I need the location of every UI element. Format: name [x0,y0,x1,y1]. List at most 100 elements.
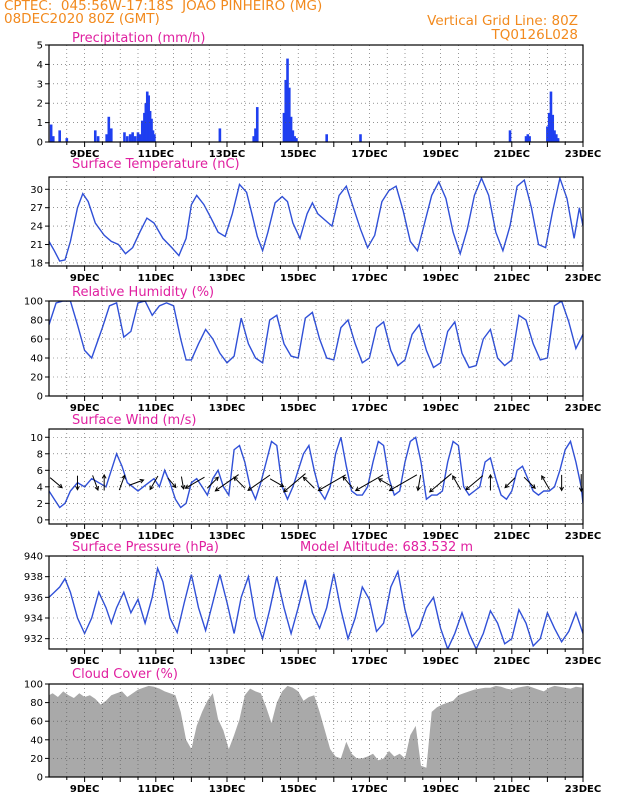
x-tick-label: 15DEC [280,531,316,542]
precip-bar [547,112,551,142]
series-line [49,436,583,509]
x-tick-label: 9DEC [70,784,99,795]
wind-arrow-shaft [417,474,422,491]
x-tick-label: 17DEC [351,531,387,542]
wind-arrow-head [282,487,288,493]
wind-arrow-head [541,475,546,480]
precip-bar [218,128,222,142]
x-tick-label: 21DEC [494,273,530,284]
wind-arrow-shaft [342,476,354,489]
data-layer [49,177,583,262]
x-tick-label: 9DEC [70,656,99,667]
wind-arrow-shaft [389,474,418,492]
x-tick-label: 17DEC [351,149,387,160]
y-tick-label: 5 [37,41,43,52]
wind-arrow-shaft [269,478,284,488]
precip-bar [526,134,530,142]
wind-arrow-shaft [118,475,126,491]
precip-bar [133,136,137,142]
precip-bar [546,126,549,142]
precip-bar [359,134,362,142]
precip-bar [553,130,556,142]
precip-bar [555,134,558,142]
y-tick-label: 0 [37,515,43,526]
wind-arrow-shaft [504,477,516,488]
wind-arrow-head [101,473,107,479]
x-tick-label: 13DEC [209,403,245,414]
wind-arrow-head [302,476,308,482]
x-tick-label: 11DEC [138,149,174,160]
x-tick-label: 19DEC [422,403,458,414]
cloud-cover-area [49,685,583,777]
precip-bar [325,134,328,142]
grid-layer [49,45,583,142]
x-tick-label: 21DEC [494,784,530,795]
precip-bar [93,130,97,142]
x-tick-label: 17DEC [351,656,387,667]
x-tick-label: 15DEC [280,403,316,414]
wind-arrow-shaft [283,473,306,493]
x-tick-label: 9DEC [70,531,99,542]
y-tick-label: 4 [37,482,43,493]
cloud-cover-title: Cloud Cover (%) [72,667,178,682]
y-tick-label: 100 [24,297,43,308]
precip-bar [96,136,100,142]
precip-bar [151,130,155,142]
x-tick-label: 11DEC [138,656,174,667]
wind-arrow-head [121,474,126,480]
precip-bar [58,130,61,142]
wind-arrow-head [317,486,323,492]
wind-arrow-head [171,483,177,489]
x-tick-label: 11DEC [138,531,174,542]
wind-arrow-head [488,473,493,479]
y-tick-label: 4 [37,60,43,71]
wind-arrow-head [75,485,80,491]
wind-arrow-head [531,484,536,489]
wind-arrow-head [214,487,220,492]
y-tick-label: 27 [30,203,43,214]
y-tick-label: 936 [24,593,43,604]
y-tick-label: 80 [30,698,43,709]
wind-arrow-shaft [233,476,246,489]
station-header: CPTEC: 045:56W-17:18S JOAO PINHEIRO (MG) [4,0,323,14]
x-tick-label: 17DEC [351,403,387,414]
x-tick-label: 21DEC [494,531,530,542]
wind-arrow-shaft [378,478,393,488]
wind-arrow-shaft [318,474,346,492]
precip-bar [126,136,129,142]
data-layer [49,565,583,649]
precip-bar [131,132,134,142]
precip-bar [286,58,289,142]
temperature-panel: Surface Temperature (nC) 18 21 24 27 30 9DEC 1… [30,157,601,284]
y-tick-label: 80 [30,316,43,327]
x-tick-label: 21DEC [494,149,530,160]
precip-bar [138,134,142,142]
x-tick-label: 13DEC [209,784,245,795]
precip-bar [288,87,291,142]
precipitation-title: Precipitation (mm/h) [72,31,205,46]
series-line [49,177,583,262]
wind-arrow-head [416,486,421,492]
precip-bar [123,132,126,142]
wind-arrow-head [452,475,457,480]
precip-bar [140,120,144,142]
y-tick-label: 934 [24,614,43,625]
precip-bar [143,112,146,142]
wind-arrow-head [233,476,238,482]
x-tick-label: 13DEC [209,273,245,284]
wind-arrow-shaft [149,475,159,490]
wind-arrow-shaft [303,476,315,489]
y-tick-label: 2 [37,99,43,110]
cloud-cover-panel: Cloud Cover (%) 0 20 40 60 80 100 9DEC 11DEC 13D… [24,667,601,795]
precip-bar [551,114,555,142]
precip-bar [128,134,132,142]
series-line [49,565,583,649]
precip-bar [528,136,531,142]
x-tick-label: 21DEC [494,656,530,667]
x-tick-label: 23DEC [565,149,601,160]
precip-bar [110,128,113,142]
x-tick-label: 19DEC [422,656,458,667]
wind-arrow-shaft [180,476,185,489]
y-tick-label: 10 [30,433,43,444]
